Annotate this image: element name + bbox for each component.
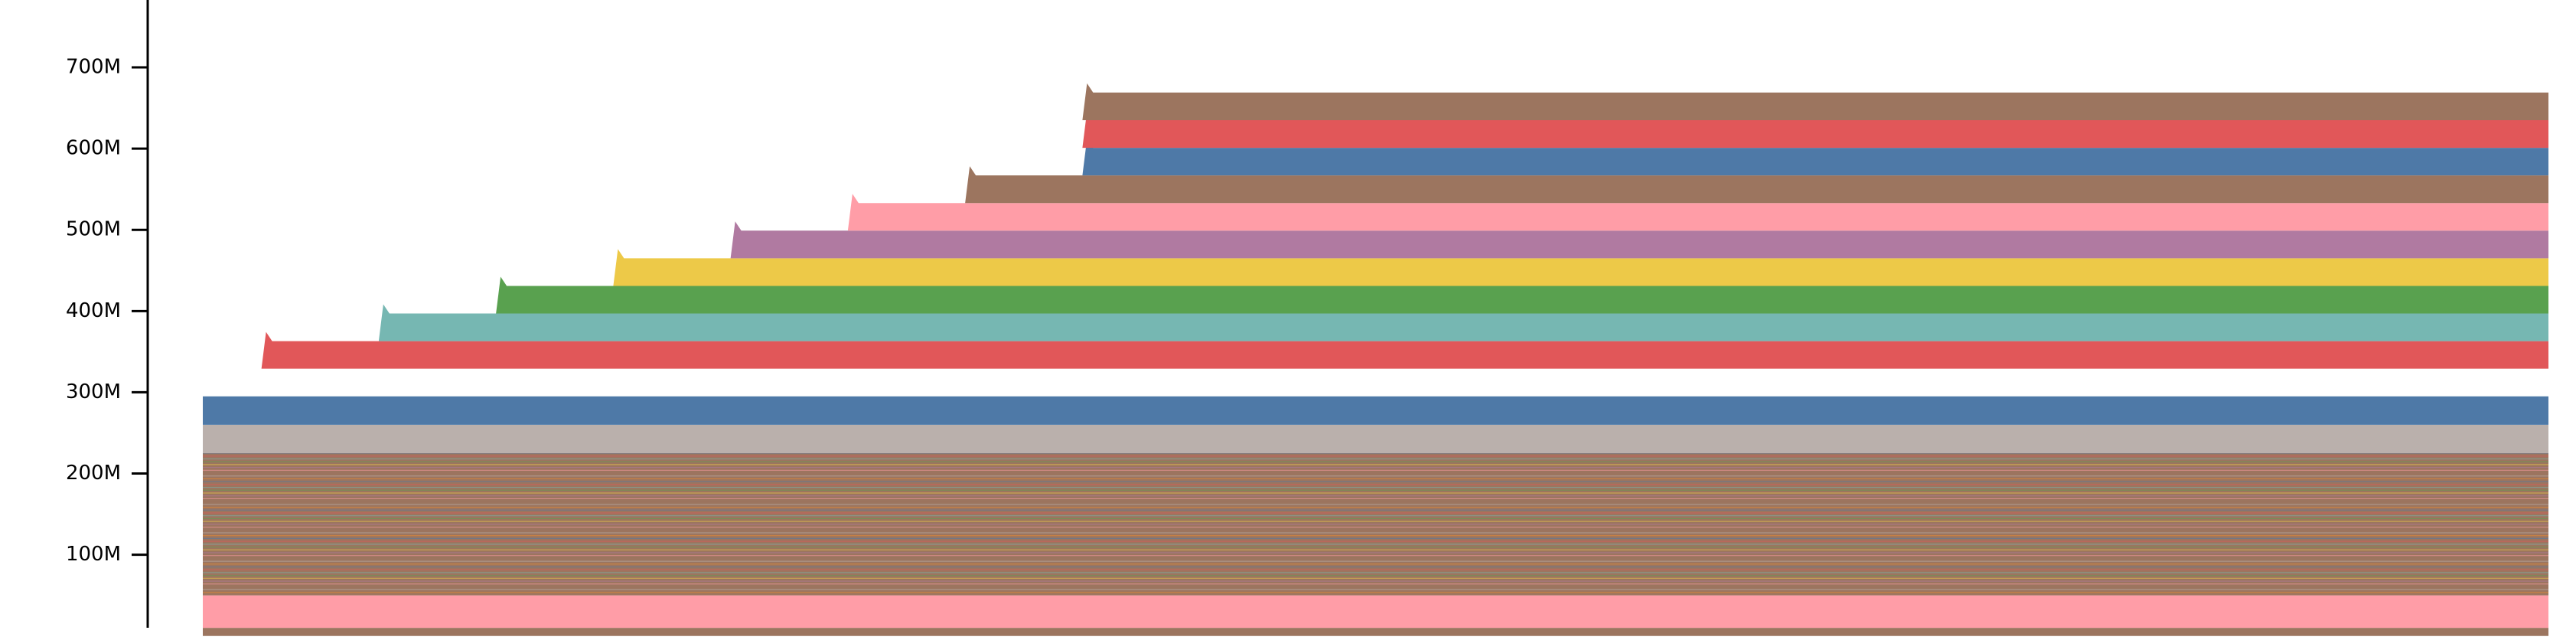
area-band-0 [203, 628, 2548, 636]
area-layer-5 [730, 221, 2548, 259]
area-band-1 [203, 595, 2548, 629]
area-band-4 [203, 396, 2548, 425]
area-layer-7 [965, 166, 2548, 204]
y-tick-label: 300M [66, 380, 121, 403]
area-layer-4 [613, 249, 2548, 286]
y-axis-ticks: 100M 200M 300M 400M 500M 600M 700M [66, 56, 148, 566]
area-layer-2 [378, 304, 2548, 341]
area-layer-8 [1082, 139, 2548, 176]
area-layer-3 [496, 276, 2548, 314]
y-axis: 100M 200M 300M 400M 500M 600M 700M [66, 0, 149, 628]
y-tick-label: 500M [66, 218, 121, 241]
area-band-3 [203, 424, 2548, 454]
area-layer-9 [1082, 110, 2548, 149]
y-tick-label: 100M [66, 543, 121, 566]
plot-area [203, 83, 2548, 636]
area-layer-1 [261, 331, 2548, 369]
area-layer-6 [847, 194, 2548, 231]
area-layer-10 [1082, 83, 2548, 120]
y-tick-label: 400M [66, 299, 121, 322]
y-tick-label: 600M [66, 137, 121, 160]
y-tick-label: 200M [66, 462, 121, 485]
y-tick-label: 700M [66, 56, 121, 79]
